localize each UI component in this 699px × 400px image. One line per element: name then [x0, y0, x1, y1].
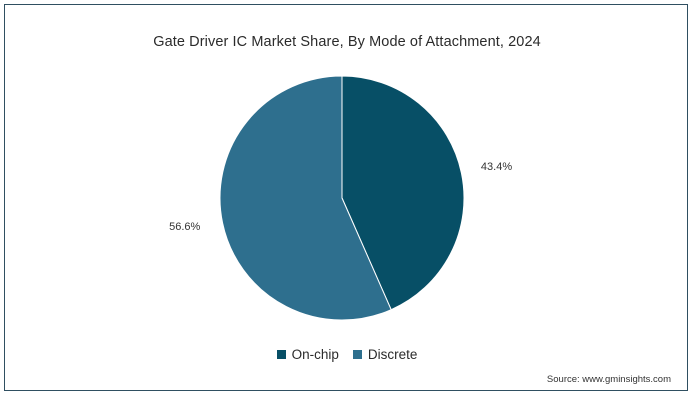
- pie-slice-discrete: [219, 75, 392, 321]
- legend-label-on-chip: On-chip: [291, 347, 339, 362]
- slice-label-discrete: 56.6%: [169, 220, 201, 233]
- pie-chart: [219, 75, 465, 321]
- legend-item-on-chip: On-chip: [276, 347, 339, 362]
- chart-title: Gate Driver IC Market Share, By Mode of …: [153, 34, 541, 50]
- source-note: Source: www.gminsights.com: [546, 374, 671, 385]
- legend-item-discrete: Discrete: [352, 347, 418, 362]
- chart-frame: Gate Driver IC Market Share, By Mode of …: [4, 4, 688, 391]
- legend-label-discrete: Discrete: [367, 347, 418, 362]
- legend-swatch-on-chip: [276, 350, 286, 359]
- slice-label-on-chip: 43.4%: [480, 161, 513, 174]
- legend: On-chip Discrete: [5, 347, 689, 362]
- pie-slice-on-chip: [341, 75, 465, 311]
- legend-swatch-discrete: [352, 350, 362, 359]
